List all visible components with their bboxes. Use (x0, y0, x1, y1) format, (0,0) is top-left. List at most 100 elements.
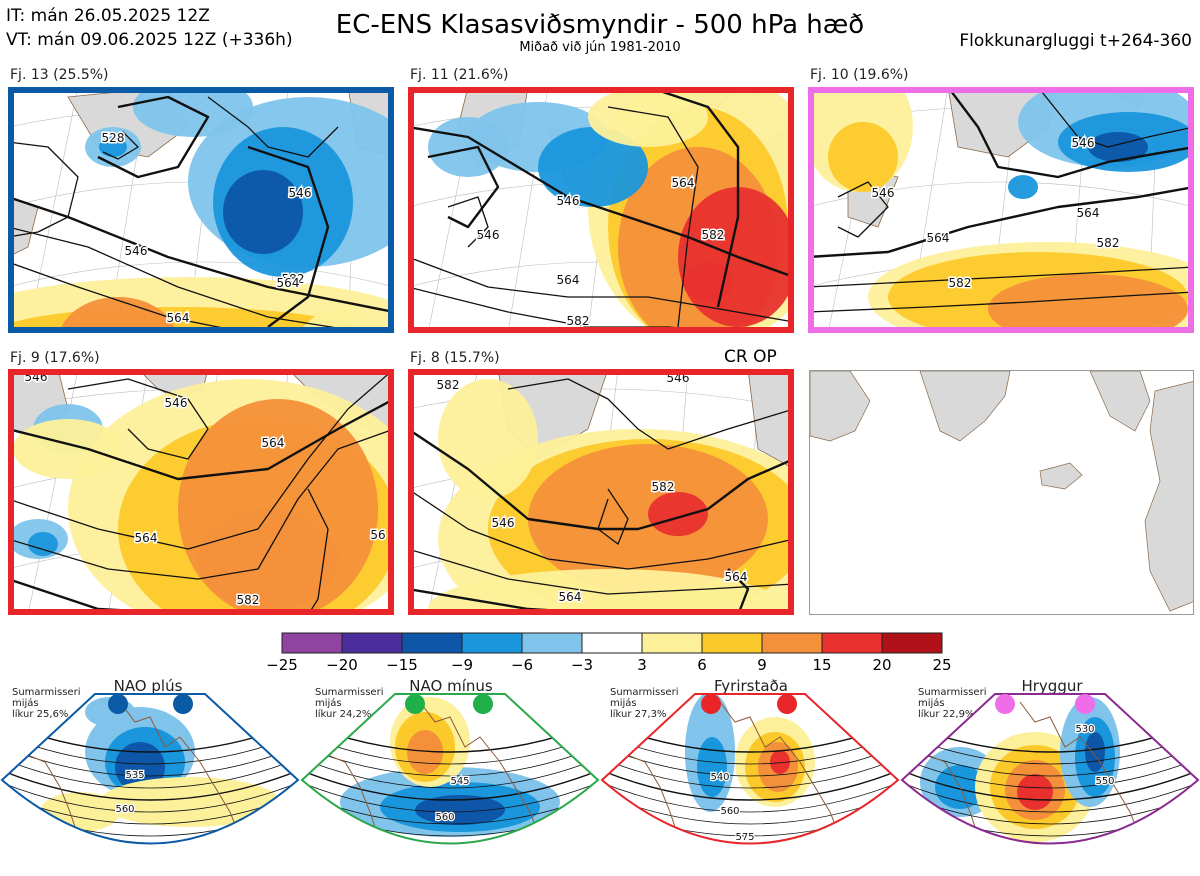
regime-title: Fyrirstaða (714, 677, 788, 695)
contour-label: 564 (557, 273, 580, 287)
colorbar-swatch (401, 632, 463, 654)
anomaly-area (198, 509, 338, 609)
colorbar-swatch (641, 632, 703, 654)
regime-anomaly (407, 730, 443, 774)
panel-label: Fj. 9 (17.6%) (10, 350, 100, 366)
regime-contour-label: 535 (125, 770, 144, 781)
height-contour (408, 548, 794, 595)
anomaly-area (99, 137, 127, 157)
regime-frame (600, 693, 900, 845)
anomaly-area (438, 379, 538, 499)
anomaly-area (133, 87, 253, 137)
coastline (319, 751, 381, 843)
regime-note: Sumarmisseri mijás líkur 27,3% (610, 687, 679, 720)
contour-label: 564 (277, 276, 300, 290)
colorbar-tick-label: −25 (266, 656, 298, 674)
colorbar-swatch (881, 632, 943, 654)
panel-label: Fj. 11 (21.6%) (410, 67, 509, 83)
anomaly-area (223, 170, 303, 254)
contour-label: 546 (125, 244, 148, 258)
height-contour (808, 185, 1194, 259)
regime-dot (108, 694, 128, 714)
regime-dot (701, 694, 721, 714)
regime-contour-label: 575 (445, 849, 464, 860)
page-title: EC-ENS Klasasviðsmyndir - 500 hPa hæð (335, 10, 865, 40)
regime-frame (0, 693, 300, 845)
contour-label: 564 (167, 311, 190, 325)
regime-anomaly (1017, 774, 1053, 810)
regime-contour (602, 769, 898, 801)
height-contour (647, 87, 740, 308)
colorbar-swatch (701, 632, 763, 654)
regime-contour (302, 769, 598, 801)
cluster-map-3: 546 564 582 564 546 582 (808, 87, 1194, 333)
contour-label: 546 (492, 516, 515, 530)
regime-contour (302, 757, 598, 789)
regime-contour (302, 781, 598, 813)
contour-label: 564 (1077, 206, 1100, 220)
contour-label: 546 (557, 194, 580, 208)
contour-label: 582 (949, 276, 972, 290)
height-contour (408, 488, 794, 570)
regime-contour (2, 757, 298, 789)
regime-anomaly (415, 795, 505, 825)
height-contour (8, 369, 394, 550)
colorbar-swatch (821, 632, 883, 654)
anomaly-area (588, 87, 708, 147)
classification-window: Flokkunargluggi t+264-360 (959, 31, 1192, 51)
regime-title: NAO mínus (409, 677, 493, 695)
regime-contour (602, 757, 898, 789)
regime-anomaly (697, 737, 727, 797)
regime-map-nao-plus: 535 560 (0, 692, 300, 876)
height-contour (67, 378, 209, 460)
regime-dot (1075, 694, 1095, 714)
page-subtitle: Miðað við jún 1981-2010 (519, 40, 681, 55)
regime-contour (602, 781, 898, 813)
cluster-map-5: 546 564 582 564 546 582 (408, 369, 794, 615)
initial-time: IT: mán 26.05.2025 12Z (6, 6, 210, 26)
regime-contour-label: 575 (735, 832, 754, 843)
regime-anomaly (100, 777, 280, 827)
contour-label: 582 (652, 480, 675, 494)
regime-dot (173, 694, 193, 714)
contour-label: 582 (237, 593, 260, 607)
colorbar-tick-label: 25 (932, 656, 952, 674)
colorbar-tick-label: −6 (510, 656, 534, 674)
colorbar-tick-label: −15 (386, 656, 418, 674)
colorbar-tick-label: 15 (812, 656, 832, 674)
regime-title: Hryggur (1021, 677, 1083, 695)
height-contour (597, 488, 629, 545)
regime-title: NAO plús (113, 677, 183, 695)
cluster-map-1: 546 564 582 546 564 528 (8, 87, 394, 333)
height-contour (607, 106, 699, 328)
height-contour (507, 378, 794, 450)
panel-label: Fj. 10 (19.6%) (810, 67, 909, 83)
land (747, 369, 794, 470)
contour-label: 582 (282, 272, 305, 286)
height-contour (808, 266, 1194, 288)
colorbar-tick-label: 9 (757, 656, 767, 674)
regime-contour-label: 545 (450, 776, 469, 787)
height-contour (307, 488, 329, 615)
colorbar-swatch (761, 632, 823, 654)
cluster-frame (808, 87, 1194, 333)
height-contour (447, 196, 489, 248)
contour-label: 546 (1072, 136, 1095, 150)
anomaly-area (828, 122, 898, 192)
regime-map-ridge: 530 550 575 (900, 692, 1200, 876)
cluster-map-4: 546 564 582 564 56 546 (8, 369, 394, 615)
colorbar-swatch (521, 632, 583, 654)
panel-label: Fj. 13 (25.5%) (10, 67, 109, 83)
contour-label: 546 (872, 186, 895, 200)
regime-contour (602, 733, 898, 765)
regime-dot (995, 694, 1015, 714)
height-contour (1037, 87, 1194, 148)
anomaly-area (298, 307, 388, 333)
regime-note: Sumarmisseri mijás líkur 22,9% (918, 687, 987, 720)
empty-map (809, 370, 1194, 615)
regime-contour (902, 781, 1198, 813)
contour-label: 56 (370, 528, 385, 542)
contour-label: 564 (262, 436, 285, 450)
coastline (19, 751, 81, 843)
colorbar-tick-label: 3 (637, 656, 647, 674)
